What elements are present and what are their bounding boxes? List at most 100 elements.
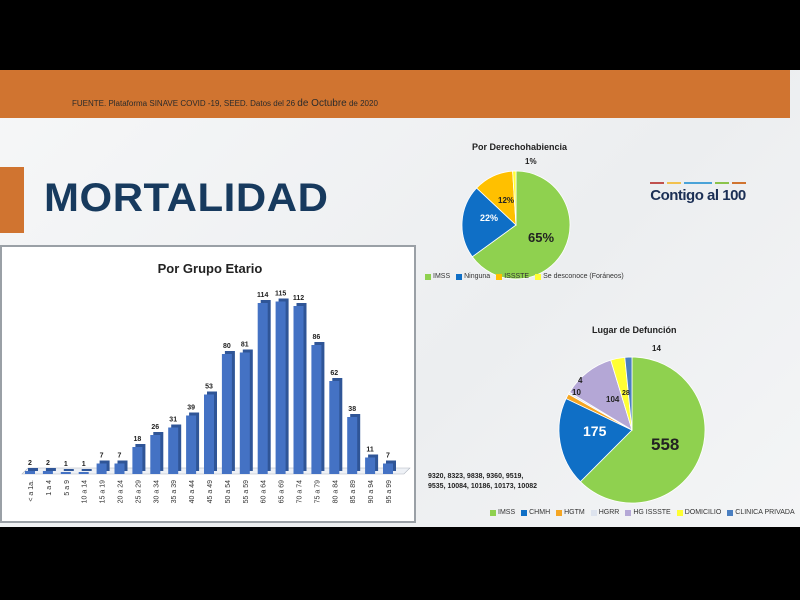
pie-label: 65%	[528, 230, 555, 245]
data-label: 62	[330, 370, 338, 377]
pie-label: 28	[622, 390, 630, 397]
bar	[60, 472, 71, 474]
bar-chart-svg: 2 < a 1a. 2 1 a 4 1 5 a 9 1 10 a 14 7 15 a 19 7 20 …	[21, 291, 411, 503]
pie-slice	[558, 398, 633, 483]
bar-side	[63, 469, 74, 471]
bar	[96, 463, 107, 474]
pie-label: 558	[651, 435, 680, 454]
data-label: 7	[100, 453, 104, 460]
bar	[293, 306, 304, 474]
logo-line	[667, 182, 681, 184]
legend-label: Ninguna	[464, 273, 491, 280]
tick-label: 45 a 49	[207, 480, 214, 503]
legend-item: CHMH	[521, 509, 550, 516]
data-label: 1	[82, 461, 86, 468]
legend: IMSS Ninguna ISSSTE Se desconoce (Foráneos)	[425, 273, 624, 280]
source-note: FUENTE. Plataforma SINAVE COVID -19, SEE…	[72, 98, 378, 109]
legend-label: HG ISSSTE	[633, 509, 671, 516]
logo-line	[732, 182, 746, 184]
tick-label: 70 a 74	[297, 480, 304, 503]
legend-swatch	[535, 273, 542, 280]
tick-label: 75 a 79	[314, 480, 321, 503]
bar	[257, 303, 268, 474]
tick-label: 85 a 89	[350, 480, 357, 503]
legend-label: CLINICA PRIVADA	[735, 509, 795, 516]
tick-label: 95 a 99	[386, 480, 393, 503]
data-label: 2	[46, 460, 50, 467]
tick-label: 80 a 84	[332, 480, 339, 503]
legend-item: HG ISSSTE	[625, 509, 671, 516]
legend-swatch	[727, 509, 734, 516]
bar	[25, 471, 35, 474]
logo-line	[715, 182, 729, 184]
tick-label: 50 a 54	[225, 480, 232, 503]
pie-label: 10	[572, 388, 581, 397]
accent-block	[0, 167, 24, 233]
legend-item: IMSS	[490, 509, 515, 516]
source-year: de 2020	[346, 99, 378, 108]
legend-swatch	[625, 509, 632, 516]
bar	[329, 381, 340, 474]
tick-label: 15 a 19	[100, 480, 107, 503]
bar	[78, 472, 89, 474]
legend-item: HGTM	[556, 509, 585, 516]
legend: IMSS CHMH HGTM HGRR HG ISSSTE DOMICILIO CLINIC…	[490, 509, 795, 516]
legend-item: CLINICA PRIVADA	[727, 509, 795, 516]
logo-line	[650, 182, 664, 184]
data-label: 112	[293, 295, 304, 302]
bar	[365, 457, 376, 474]
logo-lines	[648, 182, 748, 184]
legend-label: ISSSTE	[504, 273, 530, 280]
pie-slice	[471, 170, 571, 280]
data-label: 18	[134, 436, 142, 443]
data-label: 11	[366, 447, 374, 454]
data-label: 39	[187, 405, 195, 412]
age-bar-chart: Por Grupo Etario 2 < a 1a. 2 1 a 4 1 5 a 9 1 10…	[0, 245, 416, 523]
legend-item: ISSSTE	[496, 273, 529, 280]
pie-slice	[461, 187, 517, 258]
bar	[132, 447, 143, 474]
logo-line	[684, 182, 712, 184]
tick-label: 90 a 94	[368, 480, 375, 503]
tick-label: 20 a 24	[118, 480, 125, 503]
legend-swatch	[456, 273, 463, 280]
source-date: de Octubre	[297, 98, 347, 109]
legend-item: IMSS	[425, 273, 450, 280]
bar	[186, 415, 197, 474]
pie-slice	[624, 356, 633, 431]
legend-item: HGRR	[590, 509, 620, 516]
legend-item: Se desconoce (Foráneos)	[535, 273, 624, 280]
pie-label: 22%	[480, 213, 499, 223]
legend-label: HGTM	[564, 509, 585, 516]
legend-label: DOMICILIO	[684, 509, 722, 516]
data-label: 53	[205, 384, 213, 391]
tick-label: 60 a 64	[261, 480, 268, 503]
legend-label: Se desconoce (Foráneos)	[543, 273, 624, 280]
data-label: 80	[223, 343, 231, 350]
legend-label: HGRR	[598, 509, 620, 516]
pie-label: 4	[578, 376, 583, 385]
legend-swatch	[590, 509, 597, 516]
legend-swatch	[490, 509, 496, 516]
data-label: 2	[28, 460, 32, 467]
bar	[168, 427, 179, 474]
codes-line: 9320, 8323, 9838, 9360, 9519,	[428, 473, 524, 480]
codes-line: 9535, 10084, 10186, 10173, 10082	[428, 483, 537, 490]
data-label: 31	[169, 417, 177, 424]
header-band: FUENTE. Plataforma SINAVE COVID -19, SEE…	[0, 70, 790, 118]
bar	[311, 345, 322, 474]
pie-label: 12%	[498, 196, 515, 205]
bar	[204, 394, 214, 474]
page-title: MORTALIDAD	[44, 176, 329, 220]
legend-swatch	[556, 509, 563, 516]
tick-label: 55 a 59	[243, 480, 250, 503]
data-label: 7	[386, 453, 390, 460]
bar-side	[28, 468, 38, 471]
tick-label: 35 a 39	[171, 480, 178, 503]
legend-swatch	[676, 509, 683, 516]
tick-label: 30 a 34	[153, 480, 160, 503]
tick-label: 40 a 44	[189, 480, 196, 503]
bar	[114, 463, 125, 474]
legend-label: IMSS	[433, 273, 451, 280]
tick-label: 65 a 69	[279, 480, 286, 503]
